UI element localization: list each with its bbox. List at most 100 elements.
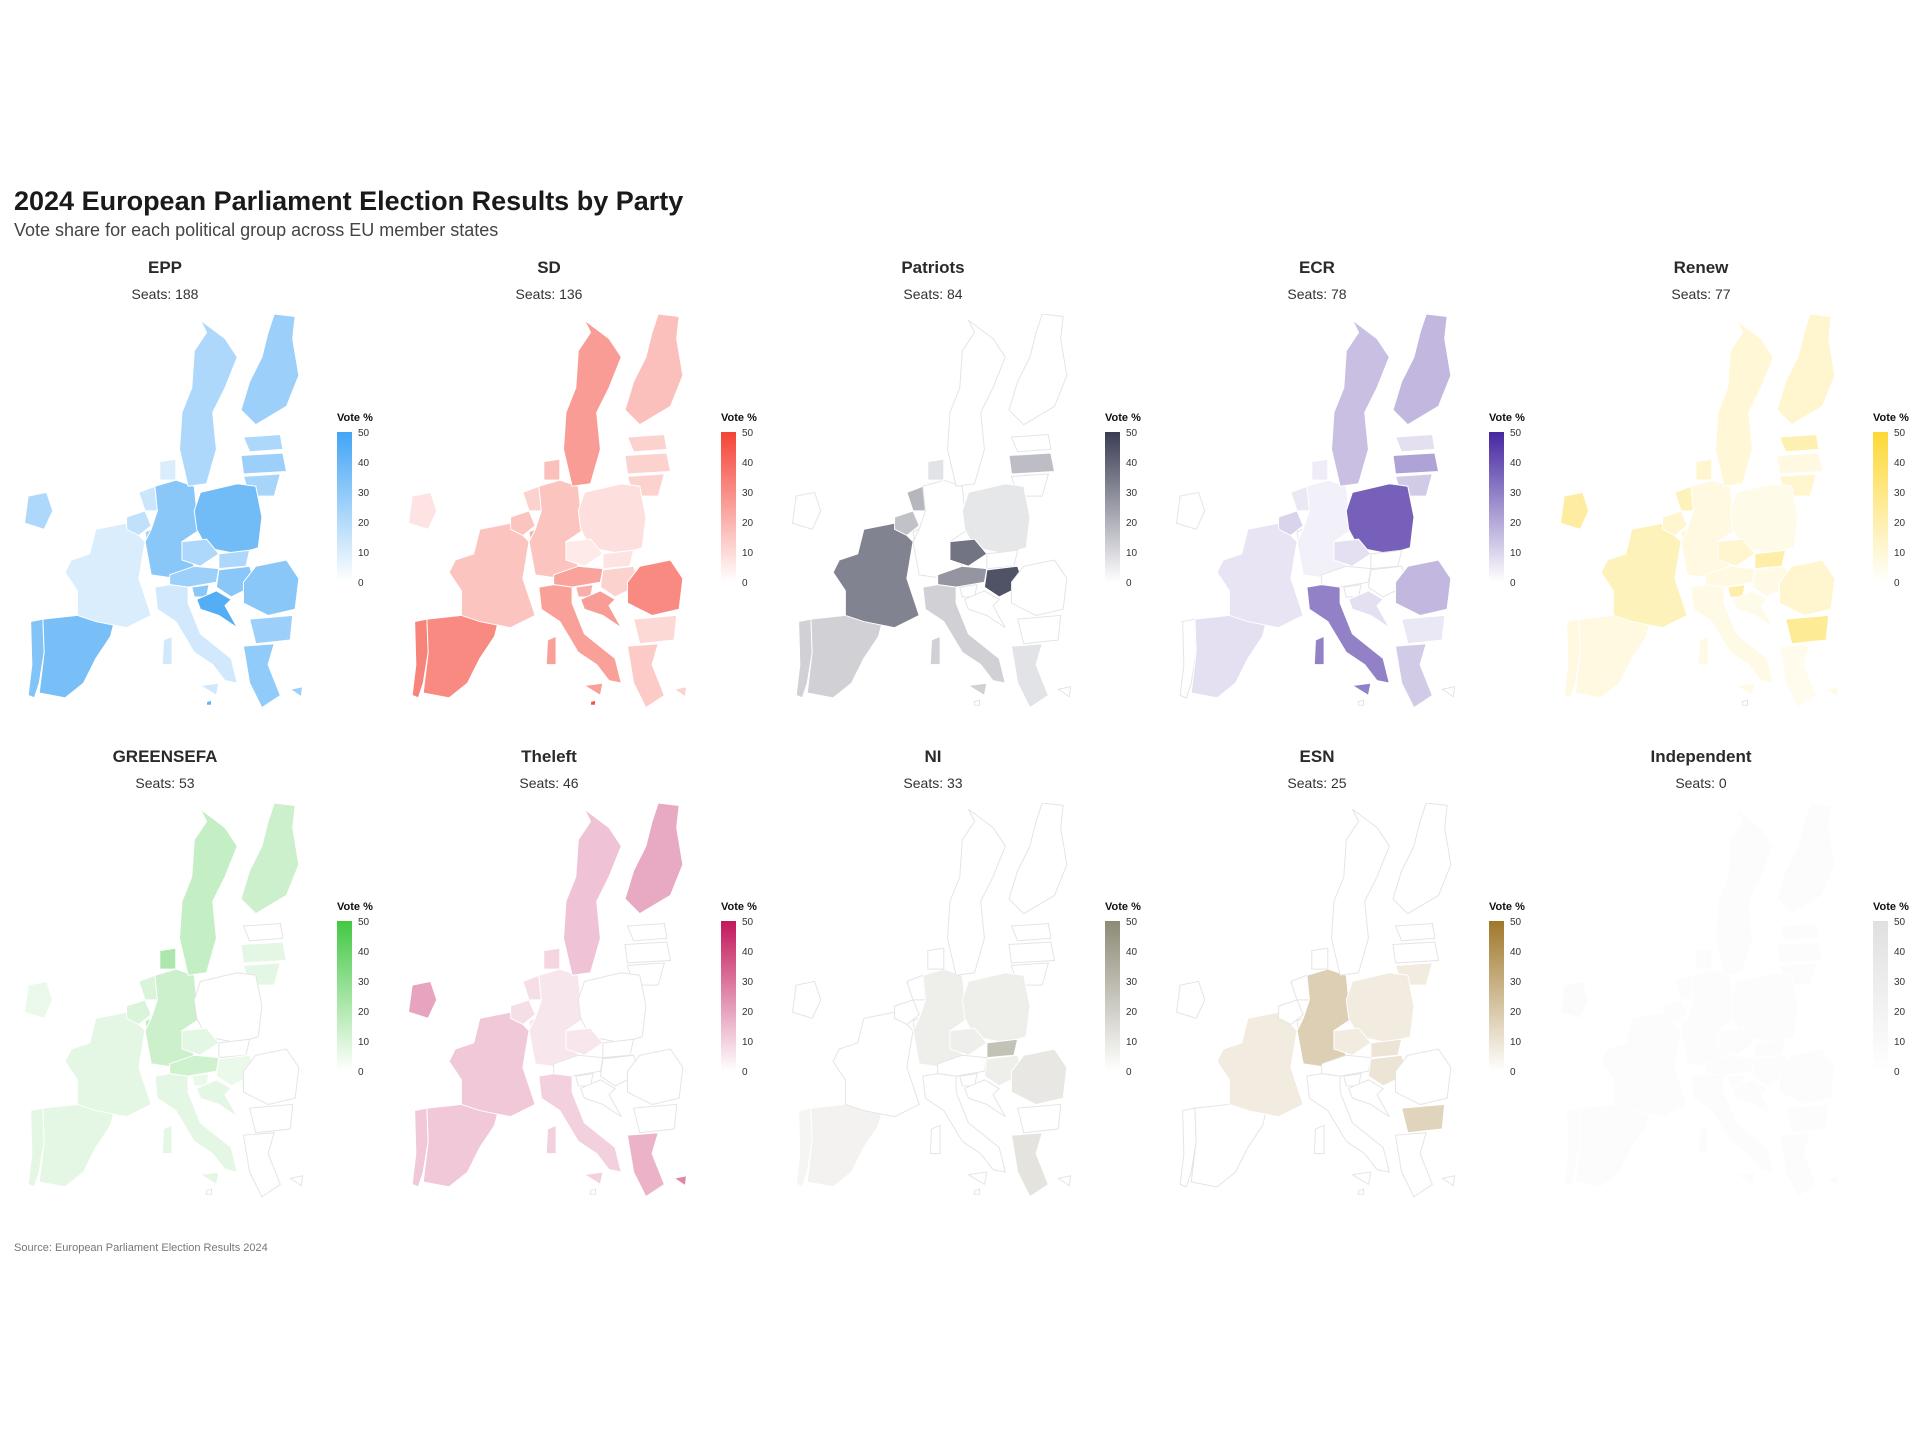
country-mt xyxy=(1358,699,1364,706)
country-fr xyxy=(448,1011,536,1118)
colorbar-tick: 20 xyxy=(1510,518,1522,529)
country-lv xyxy=(240,452,288,475)
country-it xyxy=(545,635,557,666)
country-lv xyxy=(1392,941,1440,964)
country-se xyxy=(178,808,238,976)
map-panel-renew: Renew Seats: 77 Vote % 50 40 30 20 10 0 xyxy=(1536,252,1920,722)
colorbar xyxy=(337,921,352,1071)
map-panel-sd: SD Seats: 136 Vote % 50 40 30 20 10 0 xyxy=(384,252,768,722)
colorbar-tick: 10 xyxy=(1510,548,1522,559)
country-it xyxy=(538,584,622,684)
country-cy xyxy=(288,686,304,698)
colorbar-tick: 40 xyxy=(1894,458,1906,469)
choropleth-map xyxy=(1175,314,1456,709)
country-ro xyxy=(1010,1048,1068,1105)
panel-seats: Seats: 53 xyxy=(135,775,195,791)
country-sk xyxy=(986,1038,1019,1059)
colorbar-tick: 50 xyxy=(1510,917,1522,928)
panel-title: ESN xyxy=(1299,747,1335,766)
choropleth-map xyxy=(1559,314,1840,709)
colorbar-tick: 0 xyxy=(358,578,364,589)
colorbar-label: Vote % xyxy=(337,412,373,424)
country-mt xyxy=(974,699,980,706)
panel-seats: Seats: 46 xyxy=(519,775,579,791)
colorbar-label: Vote % xyxy=(1105,901,1141,913)
country-ee xyxy=(1778,923,1820,942)
country-ie xyxy=(23,491,54,530)
country-dk xyxy=(159,458,177,481)
colorbar-tick: 0 xyxy=(1894,578,1900,589)
colorbar-tick: 0 xyxy=(1510,1067,1516,1078)
country-ro xyxy=(242,559,300,616)
choropleth-map xyxy=(791,314,1072,709)
colorbar-tick: 0 xyxy=(1126,578,1132,589)
country-hr xyxy=(964,1079,1006,1118)
country-fr xyxy=(1216,1011,1304,1118)
country-es xyxy=(1574,1103,1651,1188)
country-cz xyxy=(1333,1027,1372,1056)
country-fi xyxy=(1776,803,1836,915)
country-bg xyxy=(249,1103,294,1134)
country-se xyxy=(1330,808,1390,976)
country-hr xyxy=(196,590,238,629)
country-lv xyxy=(1776,452,1824,475)
colorbar-tick: 30 xyxy=(358,488,370,499)
country-gr xyxy=(1010,643,1049,709)
country-be xyxy=(1278,999,1304,1026)
country-ee xyxy=(1778,434,1820,453)
panel-title: Patriots xyxy=(901,258,965,277)
country-cz xyxy=(565,538,604,567)
colorbar-tick: 0 xyxy=(742,578,748,589)
country-bg xyxy=(1017,614,1062,645)
country-bg xyxy=(1785,1103,1830,1134)
country-cz xyxy=(565,1027,604,1056)
country-it xyxy=(161,635,173,666)
country-nl xyxy=(1674,485,1694,512)
panel-title: EPP xyxy=(147,258,183,277)
colorbar-tick: 10 xyxy=(1894,1037,1906,1048)
country-it xyxy=(1313,1124,1325,1155)
colorbar-tick: 30 xyxy=(742,977,754,988)
country-ee xyxy=(1010,434,1052,453)
country-sk xyxy=(602,1038,635,1059)
country-it xyxy=(966,1171,988,1186)
colorbar xyxy=(1105,432,1120,582)
country-nl xyxy=(522,974,542,1001)
colorbar-tick: 10 xyxy=(742,548,754,559)
country-it xyxy=(198,1171,220,1186)
country-nl xyxy=(138,974,158,1001)
country-cz xyxy=(181,538,220,567)
panel-seats: Seats: 77 xyxy=(1671,286,1731,302)
country-cy xyxy=(672,686,688,698)
colorbar-tick: 0 xyxy=(1894,1067,1900,1078)
country-mt xyxy=(206,699,212,706)
country-fi xyxy=(624,314,684,426)
colorbar xyxy=(337,432,352,582)
colorbar-tick: 50 xyxy=(1894,917,1906,928)
country-dk xyxy=(927,947,945,970)
colorbar-tick: 40 xyxy=(1510,947,1522,958)
country-lv xyxy=(1008,941,1056,964)
country-it xyxy=(1734,682,1756,697)
colorbar xyxy=(721,432,736,582)
panel-seats: Seats: 0 xyxy=(1675,775,1727,791)
country-ro xyxy=(626,559,684,616)
country-bg xyxy=(1017,1103,1062,1134)
colorbar-label: Vote % xyxy=(721,901,757,913)
country-it xyxy=(1350,682,1372,697)
country-mt xyxy=(1742,699,1748,706)
country-ro xyxy=(1394,559,1452,616)
country-ro xyxy=(242,1048,300,1105)
colorbar-tick: 20 xyxy=(1894,518,1906,529)
colorbar-label: Vote % xyxy=(1105,412,1141,424)
colorbar-tick: 30 xyxy=(1894,488,1906,499)
country-bg xyxy=(633,614,678,645)
country-ro xyxy=(1778,559,1836,616)
country-ro xyxy=(1394,1048,1452,1105)
country-gr xyxy=(242,643,281,709)
country-ee xyxy=(626,923,668,942)
country-ie xyxy=(407,491,438,530)
country-fi xyxy=(1008,314,1068,426)
colorbar-tick: 30 xyxy=(1510,977,1522,988)
country-es xyxy=(806,1103,883,1188)
